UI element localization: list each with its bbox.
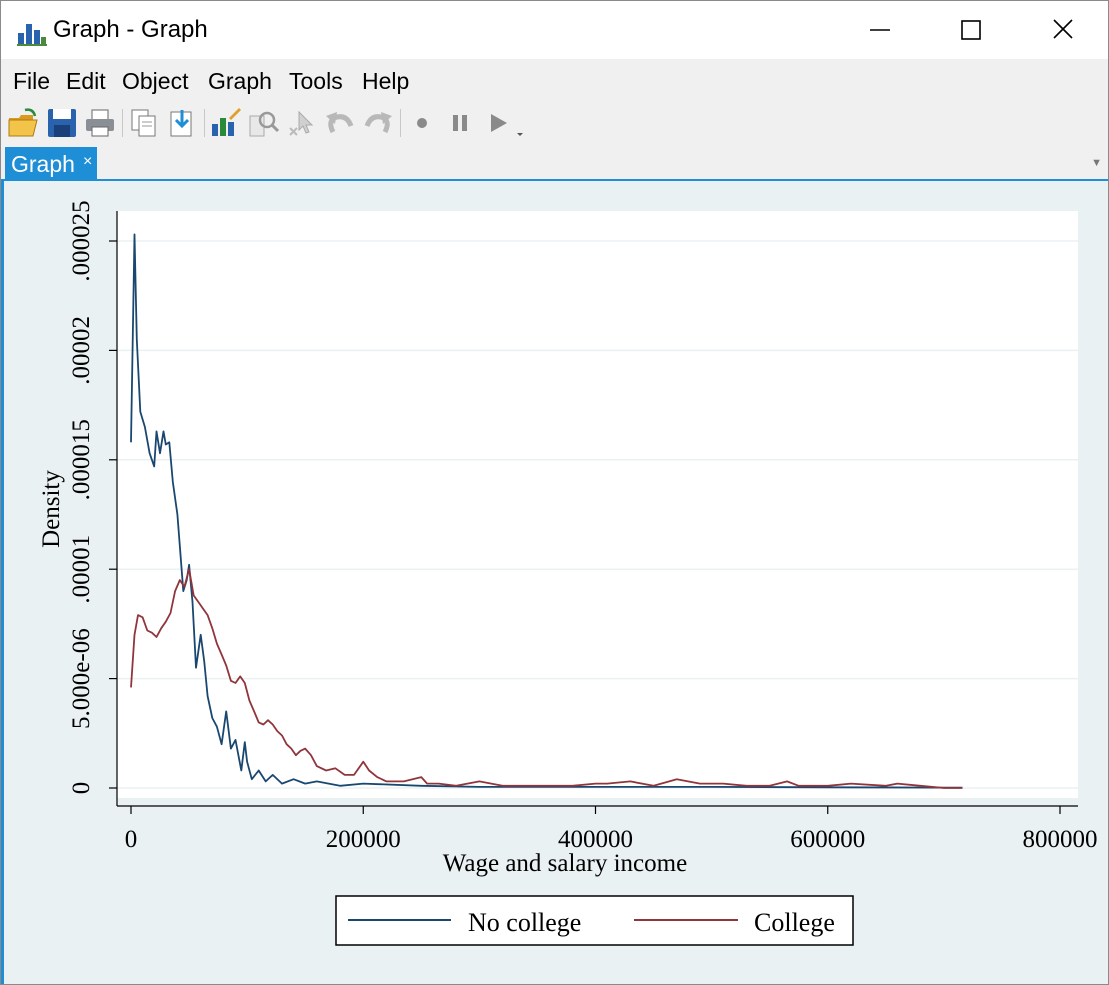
menu-graph[interactable]: Graph xyxy=(208,68,272,94)
y-tick-label: 5.000e-06 xyxy=(68,628,95,729)
menu-help[interactable]: Help xyxy=(362,68,410,94)
y-tick-label: 0 xyxy=(68,782,95,795)
redo-button[interactable] xyxy=(361,106,395,140)
save-icon xyxy=(48,109,76,137)
x-axis-label: Wage and salary income xyxy=(443,850,687,877)
toolbar xyxy=(1,101,1108,145)
title-bar: Graph - Graph xyxy=(1,1,1108,59)
menu-edit[interactable]: Edit xyxy=(66,68,106,94)
legend-label-college: College xyxy=(754,908,835,937)
graph-editor-button[interactable] xyxy=(209,106,243,140)
open-icon xyxy=(8,108,38,137)
density-chart: 0 5.000e-06 .00001 .000015 .00002 .000025 0 20… xyxy=(38,200,1098,946)
bar-chart-app-icon xyxy=(17,20,47,46)
minimize-button[interactable] xyxy=(832,1,926,59)
copy-button[interactable] xyxy=(127,106,161,140)
undo-icon xyxy=(326,112,354,134)
toolbar-separator xyxy=(400,109,401,137)
tab-list-dropdown-icon[interactable]: ▼ xyxy=(1091,157,1102,169)
record-button[interactable] xyxy=(405,106,439,140)
paste-button[interactable] xyxy=(165,106,199,140)
window-title: Graph - Graph xyxy=(53,16,208,43)
toolbar-separator xyxy=(204,109,205,137)
tab-label: Graph xyxy=(11,151,75,177)
plot-area xyxy=(117,211,1078,798)
menu-bar: File Edit Object Graph Tools Help xyxy=(1,59,1108,101)
play-dropdown-button[interactable] xyxy=(513,106,527,140)
pause-icon xyxy=(453,115,467,131)
record-icon xyxy=(417,118,427,128)
y-axis-label: Density xyxy=(38,470,65,548)
tab-close-icon[interactable]: × xyxy=(83,153,93,170)
toolbar-separator xyxy=(122,109,123,137)
series-line-college xyxy=(130,568,963,789)
x-tick-label: 200000 xyxy=(326,826,401,853)
zoom-icon xyxy=(249,111,280,137)
maximize-button[interactable] xyxy=(924,1,1018,59)
minimize-icon xyxy=(870,29,890,31)
save-button[interactable] xyxy=(45,106,79,140)
tab-graph[interactable]: Graph × xyxy=(5,147,97,181)
undo-button[interactable] xyxy=(323,106,357,140)
close-button[interactable] xyxy=(1016,1,1108,59)
menu-tools[interactable]: Tools xyxy=(289,68,343,94)
pointer-icon xyxy=(289,110,314,136)
print-button[interactable] xyxy=(83,106,117,140)
x-tick-label: 800000 xyxy=(1023,826,1098,853)
tab-bar: Graph × ▼ xyxy=(1,145,1108,181)
y-tick-label: .000025 xyxy=(68,200,95,281)
print-icon xyxy=(86,109,114,137)
maximize-icon xyxy=(961,20,981,40)
y-tick-label: .00001 xyxy=(68,535,95,604)
menu-object[interactable]: Object xyxy=(122,68,189,94)
y-ticks: 0 5.000e-06 .00001 .000015 .00002 .000025 xyxy=(68,200,117,794)
series-line-no-college xyxy=(130,233,963,789)
tab-underline xyxy=(1,179,1108,181)
x-ticks: 0 200000 400000 600000 800000 xyxy=(125,806,1098,853)
x-tick-label: 600000 xyxy=(790,826,865,853)
y-tick-label: .00002 xyxy=(68,316,95,385)
x-tick-label: 400000 xyxy=(558,826,633,853)
copy-icon xyxy=(131,109,156,137)
zoom-button[interactable] xyxy=(247,106,281,140)
graph-editor-icon xyxy=(212,108,241,136)
legend-label-no-college: No college xyxy=(468,908,581,937)
x-tick-label: 0 xyxy=(125,826,138,853)
legend: No college College xyxy=(335,895,854,946)
pause-button[interactable] xyxy=(443,106,477,140)
menu-file[interactable]: File xyxy=(13,68,51,94)
close-icon xyxy=(1053,19,1073,39)
chevron-down-icon xyxy=(517,133,523,136)
play-button[interactable] xyxy=(481,106,515,140)
y-tick-label: .000015 xyxy=(68,419,95,500)
open-button[interactable] xyxy=(7,106,41,140)
series-lines xyxy=(130,233,963,789)
play-icon xyxy=(491,114,507,132)
paste-icon xyxy=(170,110,192,137)
redo-icon xyxy=(364,112,392,134)
pointer-button[interactable] xyxy=(285,106,319,140)
